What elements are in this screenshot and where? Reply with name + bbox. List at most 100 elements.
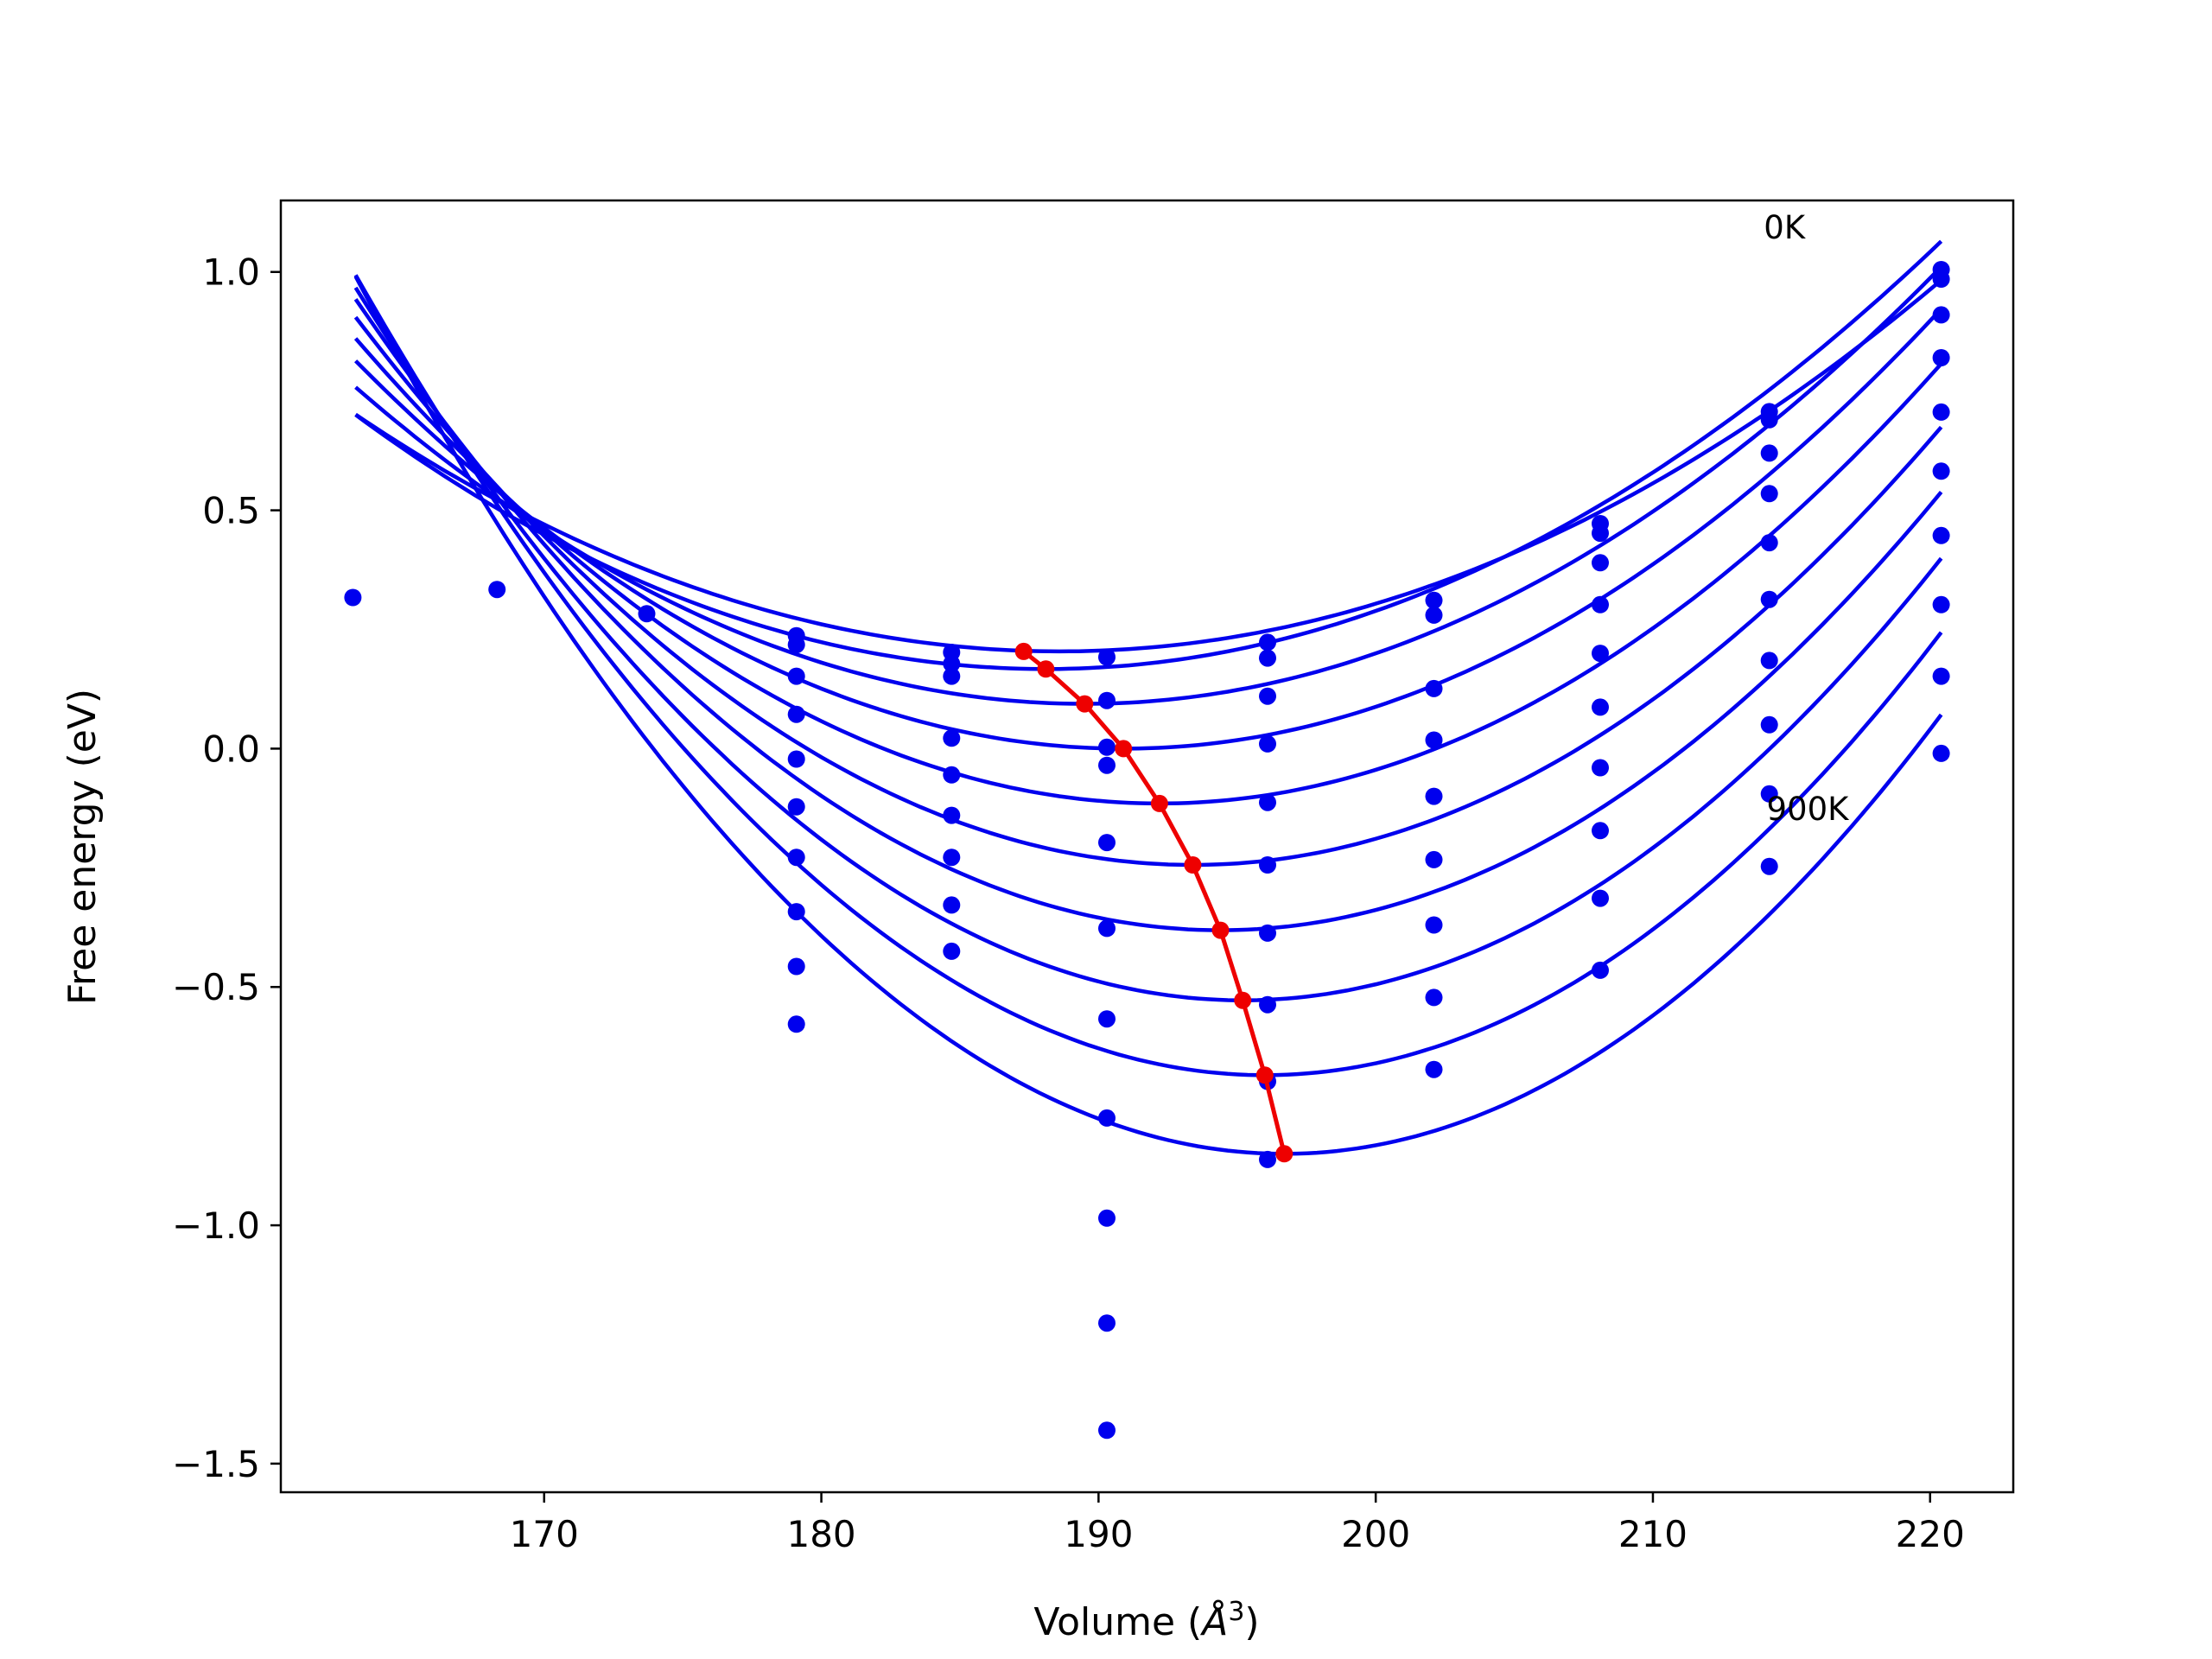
data-point [787, 750, 805, 768]
fit-curve-3 [354, 307, 1943, 751]
data-point [1259, 649, 1276, 667]
fit-curve-8 [353, 274, 1943, 1077]
data-point [943, 766, 961, 784]
minima-point [1234, 991, 1252, 1009]
plot-frame [279, 199, 2015, 1494]
data-point [1932, 403, 1950, 421]
data-point [1098, 756, 1116, 774]
data-point [1098, 1109, 1116, 1127]
y-axis-label: Free energy (eV) [60, 689, 105, 1005]
data-point [1425, 850, 1443, 868]
data-point [787, 798, 805, 816]
x-axis-label-unit: Å [1199, 1599, 1228, 1644]
y-tick-label: −1.5 [172, 1443, 260, 1485]
data-point [1425, 679, 1443, 697]
x-tick-label: 210 [1618, 1513, 1688, 1555]
x-axis-ticks: 170 180 190 200 210 220 [510, 1492, 1965, 1555]
data-point [1259, 633, 1276, 652]
data-point [1098, 1209, 1116, 1227]
fit-curve-5 [353, 315, 1943, 868]
data-point [1592, 524, 1609, 543]
data-point [1098, 738, 1116, 756]
minima-line [1022, 649, 1287, 1154]
data-point [1098, 919, 1116, 938]
data-point [787, 667, 805, 685]
y-tick-label: −0.5 [172, 966, 260, 1008]
minima-point [1115, 740, 1133, 758]
fit-curve-2 [354, 265, 1943, 706]
data-point [1592, 645, 1609, 663]
data-point [1592, 595, 1609, 613]
data-point [1425, 731, 1443, 749]
data-point [1259, 1150, 1276, 1168]
x-axis-label-text: Volume ( [1033, 1600, 1202, 1644]
x-tick-label: 190 [1064, 1513, 1133, 1555]
x-tick-label: 170 [510, 1513, 579, 1555]
data-point [1425, 988, 1443, 1007]
fit-curve-6 [353, 298, 1943, 932]
data-point [943, 896, 961, 914]
data-point [1592, 889, 1609, 907]
minima-series [1014, 642, 1294, 1163]
data-point [1425, 606, 1443, 624]
data-point [1259, 734, 1276, 753]
data-point [1592, 759, 1609, 777]
data-point [1098, 691, 1116, 709]
data-point [1592, 961, 1609, 979]
data-point [1098, 1314, 1116, 1332]
data-point [1592, 698, 1609, 716]
y-tick-label: 0.5 [202, 490, 260, 532]
y-tick-label: 0.0 [202, 728, 260, 770]
data-point [1932, 667, 1950, 685]
data-point [1259, 793, 1276, 811]
minima-point [1275, 1145, 1294, 1163]
data-point [943, 655, 961, 673]
minima-point [1037, 660, 1055, 678]
annotation-0: 0K [1764, 209, 1807, 246]
data-point [1760, 485, 1778, 503]
fit-curve-0 [354, 278, 1943, 654]
annotations: 0K 900K [1764, 209, 1850, 828]
data-point [943, 849, 961, 867]
data-point [943, 667, 961, 685]
data-points [344, 261, 1950, 1440]
data-point [943, 806, 961, 824]
data-point [1098, 834, 1116, 852]
data-point [1259, 924, 1276, 942]
data-point [787, 1015, 805, 1033]
data-point [1259, 995, 1276, 1014]
x-axis-label: Volume (Å3) [1033, 1597, 1259, 1645]
data-point [787, 705, 805, 723]
x-axis-label-close: ) [1244, 1600, 1259, 1644]
data-point [1259, 687, 1276, 705]
data-point [344, 588, 362, 607]
y-axis-ticks: 1.0 0.5 0.0 −0.5 −1.0 −1.5 [172, 251, 281, 1485]
data-point [1425, 591, 1443, 609]
data-point [1592, 554, 1609, 572]
data-point [787, 849, 805, 867]
fit-curve-9 [353, 275, 1943, 1156]
data-point [1760, 857, 1778, 875]
fit-curve-4 [353, 337, 1943, 806]
data-point [1098, 648, 1116, 666]
minima-point [1211, 921, 1230, 939]
x-tick-label: 220 [1896, 1513, 1965, 1555]
data-point [488, 581, 506, 599]
data-point [1098, 1421, 1116, 1440]
data-point [1932, 349, 1950, 366]
data-point [787, 957, 805, 976]
annotation-1: 900K [1767, 791, 1851, 828]
data-point [1592, 822, 1609, 840]
data-point [1932, 462, 1950, 480]
data-point [1425, 916, 1443, 934]
data-point [1760, 410, 1778, 429]
data-point [1425, 1060, 1443, 1078]
data-point [1760, 715, 1778, 734]
minima-point [1014, 642, 1033, 660]
data-point [1760, 785, 1778, 803]
fit-curve-7 [353, 286, 1943, 1002]
data-point [943, 942, 961, 960]
data-point [1760, 444, 1778, 462]
x-axis-label-exponent: 3 [1228, 1597, 1244, 1627]
